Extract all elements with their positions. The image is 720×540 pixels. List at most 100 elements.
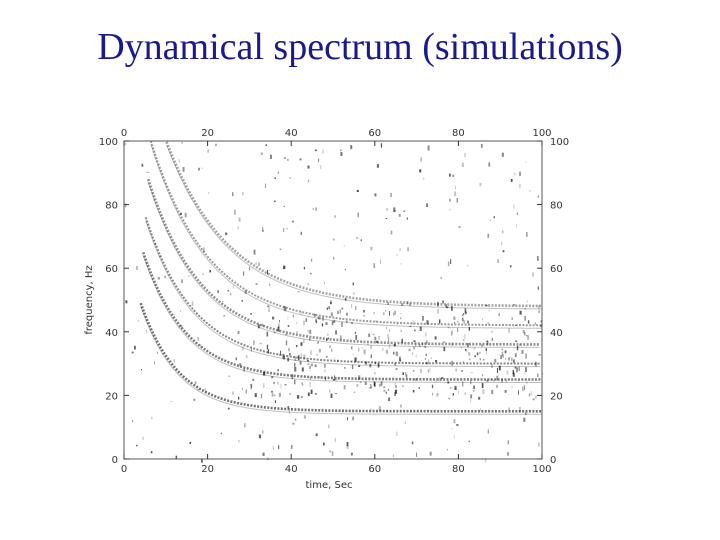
noise-speck <box>407 247 409 252</box>
noise-speck <box>201 167 204 169</box>
noise-speck <box>462 339 465 341</box>
noise-speck <box>274 200 276 203</box>
noise-speck <box>242 346 244 351</box>
noise-speck <box>537 195 539 198</box>
noise-speck <box>316 353 318 356</box>
noise-speck <box>330 393 333 398</box>
noise-speck <box>351 346 353 350</box>
noise-speck <box>340 152 343 156</box>
noise-speck <box>223 315 225 317</box>
noise-speck <box>400 313 402 315</box>
noise-speck <box>289 353 291 356</box>
noise-speck <box>259 342 262 345</box>
noise-speck <box>287 158 289 161</box>
noise-speck <box>447 261 450 267</box>
noise-speck <box>232 391 234 395</box>
noise-speck <box>424 332 427 337</box>
noise-speck <box>453 419 456 424</box>
noise-speck <box>390 230 393 235</box>
noise-speck <box>178 159 180 163</box>
noise-speck <box>355 335 358 340</box>
noise-speck <box>524 370 526 375</box>
noise-speck <box>423 177 425 180</box>
noise-speck <box>505 358 507 360</box>
noise-speck <box>474 355 476 358</box>
noise-speck <box>346 445 349 449</box>
noise-speck <box>260 152 263 155</box>
noise-speck <box>267 305 270 308</box>
noise-speck <box>266 331 269 337</box>
noise-speck <box>242 192 244 196</box>
plot-area <box>124 140 544 463</box>
noise-speck <box>385 310 387 312</box>
noise-speck <box>201 458 203 463</box>
noise-speck <box>398 213 401 217</box>
noise-speck <box>487 340 489 346</box>
noise-speck <box>295 344 298 347</box>
x-tick-label-top: 60 <box>368 128 381 139</box>
noise-speck <box>486 351 487 355</box>
noise-speck <box>265 144 267 146</box>
noise-speck <box>422 342 423 346</box>
noise-speck <box>521 349 524 354</box>
noise-speck <box>481 383 484 388</box>
noise-speck <box>357 347 360 352</box>
noise-speck <box>131 351 134 354</box>
noise-speck <box>387 388 389 391</box>
noise-speck <box>380 381 383 386</box>
noise-speck <box>395 351 398 356</box>
noise-speck <box>500 355 502 360</box>
noise-speck <box>423 342 426 345</box>
noise-speck <box>412 320 414 325</box>
noise-speck <box>227 290 229 292</box>
noise-speck <box>435 360 438 363</box>
noise-speck <box>451 329 453 335</box>
noise-speck <box>406 374 408 378</box>
noise-speck <box>406 301 409 305</box>
x-tick-label-bottom: 100 <box>532 464 551 475</box>
noise-speck <box>344 298 347 301</box>
noise-speck <box>305 318 307 322</box>
noise-speck <box>502 354 504 358</box>
noise-speck <box>493 216 495 219</box>
noise-speck <box>537 304 540 310</box>
harmonic-band <box>141 251 542 381</box>
noise-speck <box>279 319 280 323</box>
noise-speck <box>307 392 310 397</box>
noise-speck <box>394 310 396 316</box>
noise-speck <box>228 375 231 377</box>
noise-speck <box>514 353 517 357</box>
noise-speck <box>333 319 336 323</box>
noise-speck <box>409 303 411 306</box>
noise-speck <box>279 248 282 251</box>
y-tick-label-left: 0 <box>112 455 118 466</box>
noise-speck <box>365 383 367 385</box>
noise-speck <box>335 330 337 335</box>
x-tick-label-top: 0 <box>121 128 127 139</box>
noise-speck <box>309 365 311 369</box>
noise-speck <box>267 307 271 312</box>
x-tick-label-bottom: 80 <box>452 464 465 475</box>
noise-speck <box>526 380 528 385</box>
noise-speck <box>146 171 149 173</box>
noise-speck <box>512 370 514 375</box>
noise-speck <box>191 301 194 306</box>
noise-speck <box>132 420 134 423</box>
noise-speck <box>347 417 348 421</box>
noise-speck <box>181 279 183 283</box>
noise-speck <box>457 390 459 395</box>
noise-speck <box>394 363 396 365</box>
noise-speck <box>154 243 156 246</box>
noise-speck <box>455 368 457 372</box>
noise-speck <box>460 370 463 372</box>
noise-speck <box>294 366 297 372</box>
noise-speck <box>378 406 381 411</box>
noise-speck <box>351 452 353 456</box>
noise-speck <box>528 393 531 397</box>
noise-speck <box>335 393 337 395</box>
noise-speck <box>215 143 217 147</box>
spectrogram-noise <box>124 142 544 463</box>
noise-speck <box>519 344 521 346</box>
noise-speck <box>324 369 326 373</box>
noise-speck <box>468 440 470 443</box>
